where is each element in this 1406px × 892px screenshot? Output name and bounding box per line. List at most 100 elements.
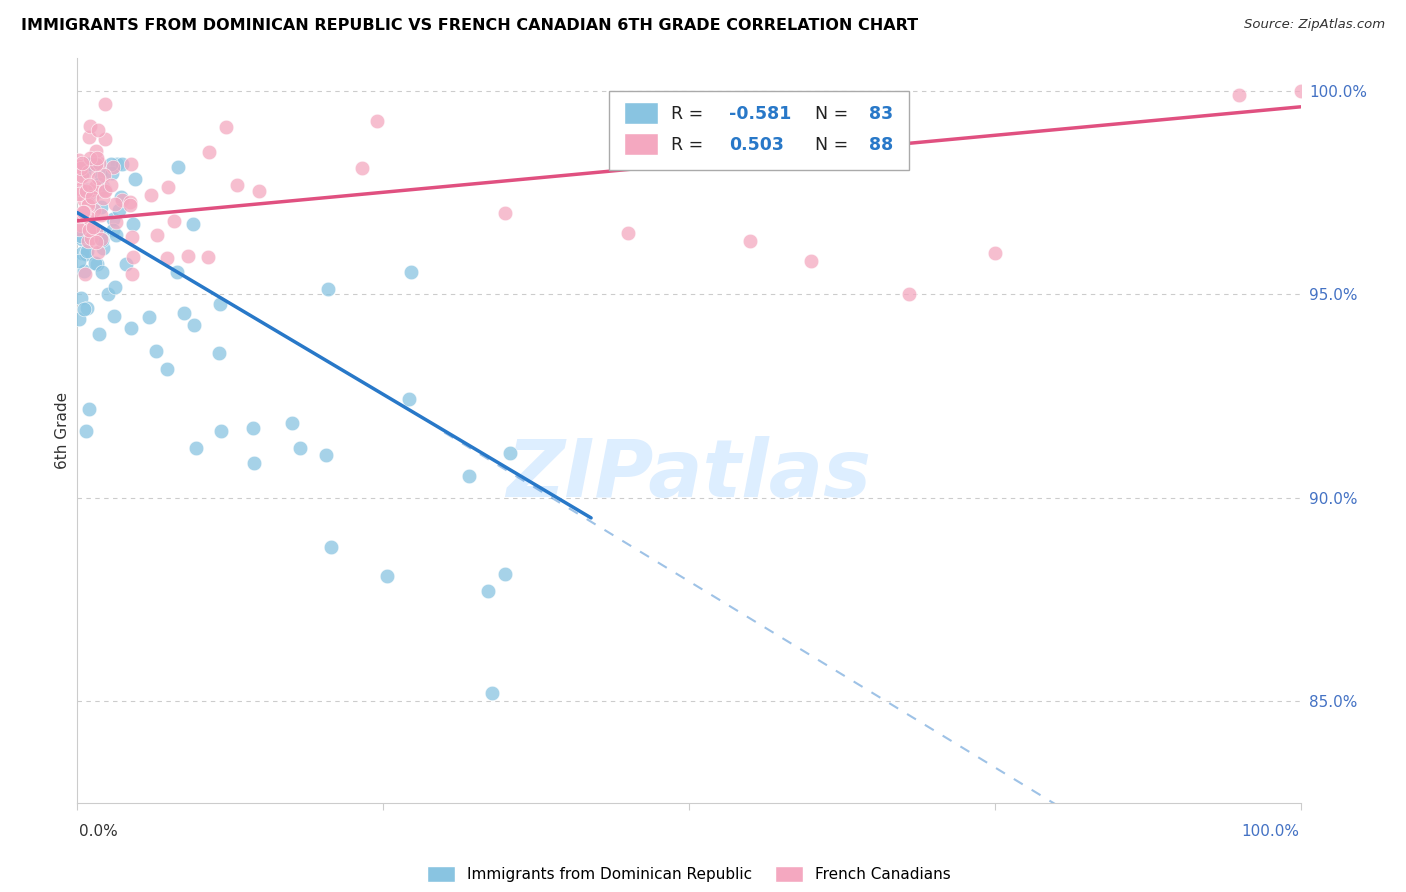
Point (101, 223, 124, 237)
Point (94, 132, 117, 146)
Point (984, 246, 1007, 260)
Point (70, 169, 93, 183)
Point (75, 424, 97, 438)
Point (84, 235, 107, 249)
Point (319, 540, 342, 554)
Point (86, 256, 108, 270)
Point (91, 180, 114, 194)
Point (69, 182, 91, 196)
Point (499, 446, 522, 460)
Point (115, 257, 138, 271)
Point (617, 226, 640, 240)
Point (121, 230, 143, 244)
Point (481, 686, 503, 700)
Point (80, 157, 103, 171)
Point (69, 228, 91, 243)
Point (111, 194, 134, 208)
Point (67, 209, 90, 223)
Point (67, 161, 90, 176)
Point (79, 184, 101, 198)
Text: 0.503: 0.503 (730, 136, 785, 154)
Point (457, 469, 479, 483)
Text: R =: R = (671, 105, 709, 123)
Text: 0.0%: 0.0% (79, 824, 118, 838)
Point (197, 251, 219, 265)
Point (740, 234, 762, 248)
Point (226, 178, 249, 193)
Point (90, 232, 112, 246)
Point (89, 178, 111, 192)
Point (121, 250, 143, 264)
Text: 88: 88 (869, 136, 893, 154)
Point (111, 157, 134, 171)
Text: 83: 83 (869, 105, 893, 123)
Point (316, 282, 339, 296)
Bar (624, 133, 658, 155)
Point (90, 264, 112, 278)
Point (122, 217, 145, 231)
Point (77, 234, 100, 248)
Point (83, 203, 105, 218)
Point (86, 184, 108, 198)
Point (77, 157, 100, 171)
Point (1289, 84, 1312, 98)
Point (898, 287, 921, 301)
Point (76, 157, 98, 171)
Point (104, 197, 127, 211)
Point (70, 232, 93, 246)
Point (176, 249, 198, 263)
Point (94, 183, 117, 197)
Point (495, 205, 517, 219)
Point (83, 157, 105, 171)
Point (166, 264, 188, 278)
Point (83, 180, 105, 194)
Point (84, 145, 107, 159)
Point (69, 158, 91, 172)
Point (73, 205, 96, 219)
Point (67, 159, 90, 173)
Point (145, 344, 167, 359)
Point (73, 267, 96, 281)
Point (352, 161, 374, 175)
Point (208, 296, 231, 310)
Point (79, 223, 101, 237)
Point (173, 306, 195, 320)
Point (73, 193, 96, 207)
Point (120, 320, 142, 334)
Point (101, 161, 124, 175)
Point (72, 246, 94, 260)
Point (75, 184, 97, 198)
Point (79, 178, 101, 192)
Point (91, 241, 114, 255)
Point (84, 223, 107, 237)
Point (90, 200, 112, 214)
Point (70, 157, 93, 171)
Point (67, 170, 90, 185)
Point (108, 202, 131, 217)
Point (243, 456, 266, 470)
Point (67, 253, 90, 268)
Point (77, 130, 100, 145)
Text: N =: N = (815, 136, 853, 154)
Point (398, 392, 420, 407)
Point (105, 228, 128, 243)
Bar (624, 102, 658, 124)
Point (76, 244, 98, 258)
Point (77, 197, 100, 211)
Point (82, 220, 104, 235)
Point (84, 256, 107, 270)
Point (90, 227, 112, 242)
Point (87, 171, 110, 186)
Point (100, 178, 122, 192)
Point (69, 161, 91, 175)
Point (73, 263, 96, 277)
Point (156, 361, 179, 376)
Point (67, 311, 90, 326)
Point (67, 157, 90, 171)
Point (82, 190, 104, 204)
Point (89, 166, 111, 180)
Point (288, 442, 311, 456)
Point (94, 96, 117, 111)
Point (70, 156, 93, 170)
Point (83, 157, 105, 171)
